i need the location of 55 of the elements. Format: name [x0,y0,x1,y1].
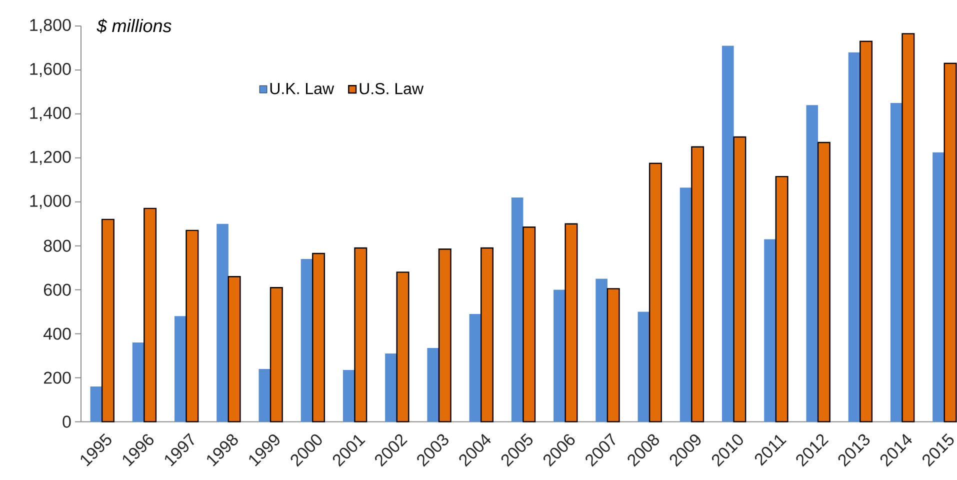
bar [638,312,650,422]
bar [733,136,746,422]
y-tick-label: 1,200 [30,150,71,165]
bar [480,247,494,422]
bar [648,162,662,422]
bar [90,386,102,422]
y-tick-label: 600 [44,284,71,296]
bar [270,287,283,422]
bar [186,230,199,422]
y-tick-label: 1,800 [30,18,71,34]
bar [312,252,326,422]
bar [806,105,818,422]
bar [427,348,439,422]
bar [342,370,355,422]
y-tick-label: 0 [62,416,71,428]
y-tick-label: 1,000 [30,194,71,209]
bar [258,368,271,422]
bar [606,288,620,422]
bar [216,224,228,422]
bar [354,247,368,422]
bar [385,354,397,422]
bar [944,62,957,422]
bar [132,342,144,422]
bar [469,314,482,422]
bar [680,188,692,422]
bar [300,259,313,422]
y-axis-title: $ millions [96,18,172,34]
y-tick-label: 1,400 [30,106,71,121]
bar [564,223,578,422]
y-tick-label: 200 [44,372,71,384]
y-tick-label: 800 [44,240,71,252]
legend-label: U.K. Law [270,83,334,94]
bar [817,142,830,422]
bar [511,197,524,422]
bar [691,146,704,422]
bar [438,248,452,422]
bar [554,290,566,422]
bar [174,316,186,422]
bar [764,239,776,422]
bar [775,176,788,422]
bar [101,218,114,422]
bar [860,40,873,422]
y-tick-label: 1,600 [30,62,71,77]
bar [890,102,902,422]
bar [396,272,410,422]
bar [522,226,536,422]
legend-label: U.S. Law [360,82,424,94]
bar [596,278,608,422]
bar [932,152,944,422]
bar [722,46,734,422]
bar [228,276,241,422]
bar [144,208,157,422]
y-tick-label: 400 [44,328,71,340]
bar [902,33,915,422]
bar [848,52,860,422]
